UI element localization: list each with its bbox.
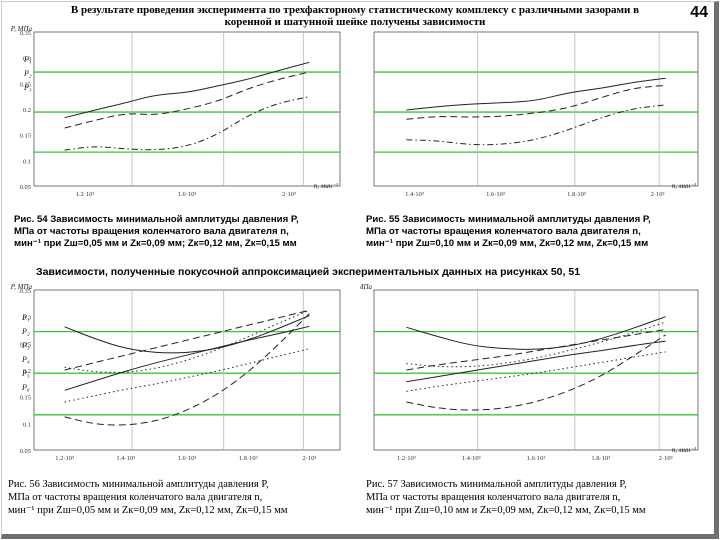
fig56-legend-label: P₆ bbox=[21, 383, 30, 392]
fig56-series-3 bbox=[64, 313, 310, 426]
fig54-ytick-label: 0.15 bbox=[20, 133, 31, 140]
fig56-ytick-label: 0.3 bbox=[23, 315, 31, 322]
fig55-series-0 bbox=[406, 77, 666, 111]
caption-fig54-line-3: мин⁻¹ при Zш=0,05 мм и Zк=0,09 мм; Zк=0,… bbox=[14, 238, 297, 249]
fig56-legend-label: P₅ bbox=[21, 369, 30, 378]
fig57-x-axis-label: n, мин⁻¹ bbox=[672, 446, 696, 454]
fig57-xtick-label: 1.4·10³ bbox=[462, 455, 481, 462]
fig55-x-axis-label: n, мин⁻¹ bbox=[672, 182, 696, 190]
fig57-series-5 bbox=[406, 351, 666, 392]
page-title-line-2: коренной и шатунной шейке получены завис… bbox=[224, 16, 486, 28]
fig56-plot-area bbox=[33, 289, 341, 451]
fig54-xtick-label: 2·10³ bbox=[282, 191, 296, 198]
fig57-series-4 bbox=[406, 321, 666, 368]
caption-fig57-line-2: МПа от частоты вращения коленчатого вала… bbox=[366, 492, 621, 503]
caption-fig57-line-1: Рис. 57 Зависимость минимальной амплитуд… bbox=[366, 479, 627, 490]
fig56-xtick-label: 1.4·10³ bbox=[116, 455, 135, 462]
fig56-ytick-label: 0.35 bbox=[20, 288, 31, 295]
fig54-series-1 bbox=[64, 71, 310, 129]
fig56-ytick-label: 0.1 bbox=[23, 421, 31, 428]
fig54-legend-label: P₁ bbox=[23, 55, 32, 64]
fig54-legend-label: P₂ bbox=[23, 69, 32, 78]
section-subheading: Зависимости, полученные покусочной аппро… bbox=[36, 266, 581, 278]
caption-fig55-line-1: Рис. 55 Зависимость минимальной амплитуд… bbox=[366, 214, 651, 225]
fig57-series-2 bbox=[406, 329, 666, 371]
chart-fig54: 0.35 0.3 0.25 0.2 0.15 0.1 0.05 1.2·10³ 1.6·10³ 2… bbox=[10, 25, 341, 198]
fig56-ytick-label: 0.15 bbox=[20, 395, 31, 402]
fig56-xtick-label: 1.2·10³ bbox=[55, 455, 74, 462]
fig56-legend-label: P₃ bbox=[21, 341, 30, 350]
fig57-y-axis-label: P, МПа bbox=[360, 283, 372, 291]
fig54-xtick-label: 1.2·10³ bbox=[76, 191, 95, 198]
fig57-xtick-label: 2·10³ bbox=[659, 455, 673, 462]
fig56-series-0 bbox=[64, 315, 310, 354]
fig57-xtick-label: 1.2·10³ bbox=[397, 455, 416, 462]
fig55-series-1 bbox=[406, 84, 666, 120]
chart-fig55: 1.4·10³ 1.6·10³ 1.8·10³ 2·10³ n, мин⁻¹ bbox=[373, 31, 699, 198]
caption-fig57-line-3: мин⁻¹ при Zш=0,10 мм и Zк=0,09 мм, Zк=0,… bbox=[366, 505, 646, 516]
fig55-xtick-label: 2·10³ bbox=[651, 191, 665, 198]
fig56-ytick-label: 0.25 bbox=[20, 341, 31, 348]
caption-fig54-line-1: Рис. 54 Зависимость минимальной амплитуд… bbox=[14, 214, 299, 225]
fig56-y-axis-label: P, МПа bbox=[10, 283, 33, 291]
caption-fig56: Рис. 56 Зависимость минимальной амплитуд… bbox=[8, 478, 288, 517]
fig57-series-3 bbox=[406, 334, 666, 411]
caption-fig56-line-3: мин⁻¹ при Zш=0,05 мм и Zк=0,09 мм, Zк=0,… bbox=[8, 505, 288, 516]
fig56-legend-label: P₁ bbox=[21, 313, 30, 322]
fig56-series-5 bbox=[64, 348, 310, 403]
fig56-xtick-label: 1.6·10³ bbox=[178, 455, 197, 462]
fig54-legend-label: P₃ bbox=[23, 83, 32, 92]
fig56-series-2 bbox=[64, 309, 310, 371]
fig54-xtick-label: 1.6·10³ bbox=[178, 191, 197, 198]
fig54-ytick-label: 0.35 bbox=[20, 30, 31, 37]
fig55-xtick-label: 1.4·10³ bbox=[405, 191, 424, 198]
caption-fig57: Рис. 57 Зависимость минимальной амплитуд… bbox=[366, 478, 646, 517]
fig56-series-4 bbox=[64, 309, 310, 373]
fig54-series-0 bbox=[64, 61, 310, 119]
fig54-ytick-label: 0.05 bbox=[20, 184, 31, 191]
fig54-series-2 bbox=[64, 96, 310, 151]
fig54-ytick-label: 0.2 bbox=[23, 107, 31, 114]
fig56-xtick-label: 1.8·10³ bbox=[239, 455, 258, 462]
caption-fig54-line-2: МПа от частоты вращения коленчатого вала… bbox=[14, 226, 289, 237]
fig54-ytick-label: 0.25 bbox=[20, 81, 31, 88]
fig56-ytick-label: 0.2 bbox=[23, 368, 31, 375]
chart-fig57: 1.2·10³ 1.4·10³ 1.6·10³ 1.8·10³ 2·10³ P, МПа n… bbox=[360, 283, 699, 462]
fig57-xtick-label: 1.8·10³ bbox=[591, 455, 610, 462]
fig57-series-0 bbox=[406, 316, 666, 350]
fig54-plot-area bbox=[33, 31, 341, 187]
caption-fig54: Рис. 54 Зависимость минимальной амплитуд… bbox=[14, 214, 299, 250]
fig54-ytick-label: 0.3 bbox=[23, 56, 31, 63]
fig54-y-axis-label: P, МПа bbox=[10, 25, 33, 33]
caption-fig55: Рис. 55 Зависимость минимальной амплитуд… bbox=[366, 214, 651, 250]
fig57-xtick-label: 1.6·10³ bbox=[527, 455, 546, 462]
fig56-xtick-label: 2·10³ bbox=[302, 455, 316, 462]
fig55-series-2 bbox=[406, 104, 666, 146]
chart-fig56: 0.35 0.3 0.25 0.2 0.15 0.1 0.05 1.2·10³ 1.4·10³ 1… bbox=[10, 283, 341, 462]
fig56-series-1 bbox=[64, 325, 310, 391]
page-number: 44 bbox=[690, 4, 708, 21]
fig54-ytick-label: 0.1 bbox=[23, 158, 31, 165]
fig56-ytick-label: 0.05 bbox=[20, 448, 31, 455]
fig55-plot-area bbox=[373, 31, 699, 187]
caption-fig55-line-3: мин⁻¹ при Zш=0,10 мм и Zк=0,09 мм, Zк=0,… bbox=[366, 238, 649, 249]
page-title: В результате проведения эксперимента по … bbox=[40, 4, 670, 28]
fig56-legend-label: P₄ bbox=[21, 355, 30, 364]
fig55-xtick-label: 1.8·10³ bbox=[567, 191, 586, 198]
fig57-series-1 bbox=[406, 340, 666, 383]
fig57-plot-area bbox=[373, 289, 699, 451]
fig56-legend-label: P₂ bbox=[21, 327, 30, 336]
page-title-line-1: В результате проведения эксперимента по … bbox=[70, 4, 640, 16]
caption-fig56-line-1: Рис. 56 Зависимость минимальной амплитуд… bbox=[8, 479, 269, 490]
caption-fig55-line-2: МПа от частоты вращения коленчатого вала… bbox=[366, 226, 641, 237]
fig55-xtick-label: 1.6·10³ bbox=[486, 191, 505, 198]
fig54-x-axis-label: n, мин⁻¹ bbox=[314, 182, 338, 190]
caption-fig56-line-2: МПа от частоты вращения коленчатого вала… bbox=[8, 492, 263, 503]
